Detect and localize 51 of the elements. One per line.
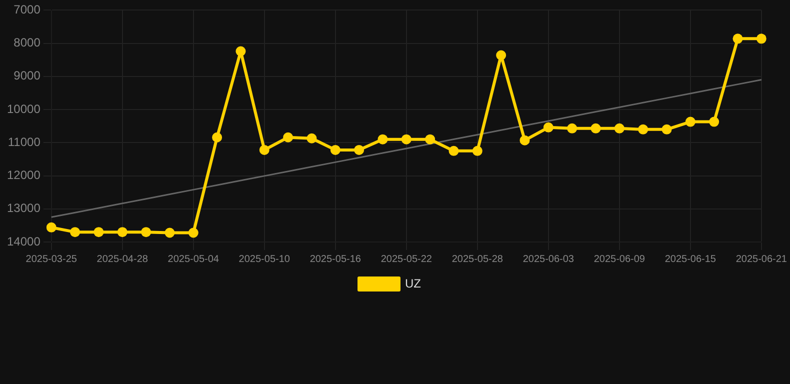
x-tick-label: 2025-06-03 <box>522 254 574 265</box>
y-tick-label: 7000 <box>14 2 41 17</box>
x-tick-label: 2025-06-09 <box>594 254 646 265</box>
point <box>236 46 246 56</box>
point <box>638 124 648 134</box>
point <box>662 124 672 134</box>
x-tick-label: 2025-06-15 <box>664 254 716 265</box>
x-tick-label: 2025-03-25 <box>26 254 78 265</box>
point <box>141 227 152 238</box>
point <box>306 133 317 144</box>
point <box>259 144 270 155</box>
x-tick-label: 2025-05-28 <box>452 254 504 265</box>
point <box>472 146 482 156</box>
point <box>188 228 198 238</box>
y-tick-label: 13000 <box>6 201 41 216</box>
point <box>614 123 624 134</box>
point <box>732 34 743 44</box>
y-tick-label: 11000 <box>8 134 41 149</box>
point <box>117 227 128 238</box>
point <box>709 116 720 127</box>
legend-label: UZ <box>405 276 421 290</box>
point <box>425 134 436 144</box>
point <box>448 146 459 156</box>
point <box>496 50 506 60</box>
y-tick-label: 14000 <box>6 234 41 248</box>
point <box>70 227 80 238</box>
y-tick-label: 8000 <box>14 36 41 50</box>
point <box>567 123 578 134</box>
point <box>756 34 766 44</box>
point <box>212 132 222 142</box>
x-tick-label: 2025-05-16 <box>310 254 362 265</box>
y-tick-label: 12000 <box>6 168 41 182</box>
point <box>520 135 530 146</box>
x-tick-label: 2025-04-28 <box>96 254 148 265</box>
x-tick-label: 2025-05-22 <box>380 254 432 265</box>
point <box>401 134 412 144</box>
point <box>378 134 388 144</box>
point <box>46 222 56 232</box>
x-tick-label: 2025-05-10 <box>238 254 290 265</box>
point <box>354 144 364 155</box>
point <box>543 122 554 132</box>
point <box>685 116 696 127</box>
point <box>164 228 175 238</box>
point <box>590 123 601 134</box>
point <box>283 132 294 142</box>
y-tick-label: 9000 <box>14 68 41 83</box>
x-tick-label: 2025-06-21 <box>736 254 788 265</box>
y-tick-label: 10000 <box>6 102 41 116</box>
point <box>330 144 340 155</box>
point <box>94 227 104 238</box>
x-tick-label: 2025-05-04 <box>168 254 220 265</box>
